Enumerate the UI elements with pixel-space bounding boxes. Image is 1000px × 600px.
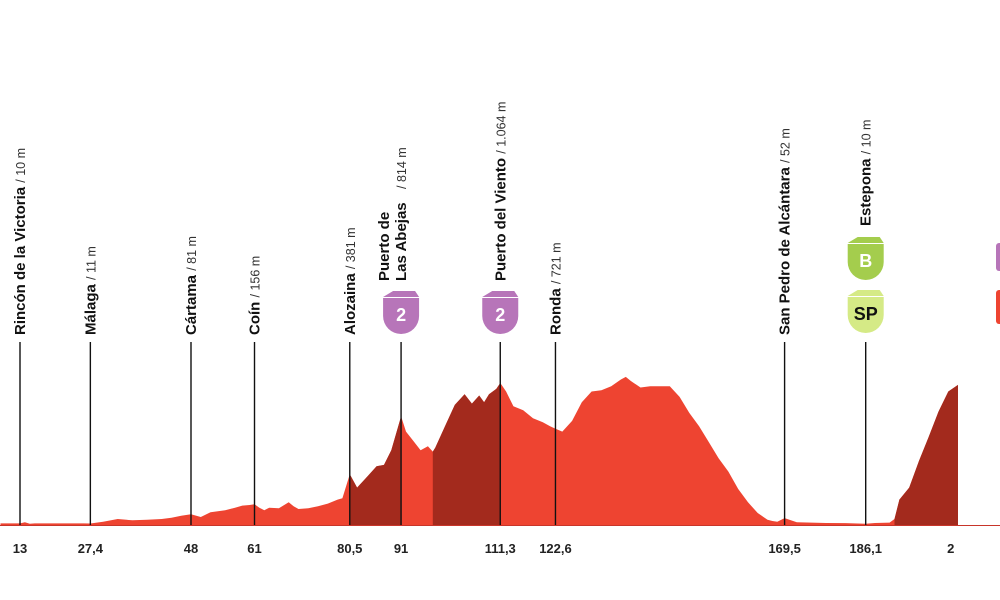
climb-segment-3 <box>894 384 958 525</box>
location-label-8: Ronda / 721 m <box>547 242 564 335</box>
location-altitude: / 814 m <box>395 147 409 189</box>
badge-7-tab <box>482 291 519 297</box>
location-altitude: / 10 m <box>14 148 28 183</box>
km-label-4: 61 <box>247 541 261 556</box>
location-label-10: Estepona / 10 m <box>858 120 875 226</box>
location-altitude: / 381 m <box>344 227 358 269</box>
location-name: Málaga <box>82 280 99 335</box>
location-name: Rincón de la Victoria <box>12 183 29 335</box>
km-label-1: 13 <box>13 541 27 556</box>
badge-bonus-10-tab <box>847 237 884 243</box>
profile-layer <box>0 376 1000 526</box>
location-text: Rincón de la Victoria / 10 m <box>12 148 29 335</box>
km-label-3: 48 <box>184 541 198 556</box>
km-label-11: 2 <box>947 541 954 556</box>
markers-layer <box>19 342 867 525</box>
location-altitude: / 721 m <box>549 242 563 284</box>
km-label-10: 186,1 <box>849 541 882 556</box>
badge-6-tab <box>383 291 420 297</box>
km-labels-layer: 13 27,4 48 61 80,5 91 111,3 122,6 169,5 186,1 2 <box>13 541 955 556</box>
location-name: Alozaina <box>342 269 359 335</box>
location-name: Coín <box>247 298 264 336</box>
climb-segment-2 <box>432 383 501 525</box>
location-label-5: Alozaina / 381 m <box>342 227 359 335</box>
badge-7-text: 2 <box>495 305 505 325</box>
location-label-6: Puerto de Las Abejas / 814 m <box>376 147 410 281</box>
badge-sprint-10: SP <box>847 290 884 333</box>
badge-7-shield <box>482 298 519 334</box>
location-text: Málaga / 11 m <box>82 246 99 335</box>
location-name: San Pedro de Alcántara <box>777 163 794 335</box>
location-altitude: / 1.064 m <box>494 102 508 154</box>
badge-6-text: 2 <box>396 305 406 325</box>
badges-layer: 2 2 B SP <box>383 237 1000 334</box>
location-label-4: Coín / 156 m <box>247 256 264 335</box>
location-text: Estepona / 10 m <box>858 120 875 226</box>
location-altitude: / 11 m <box>84 246 98 280</box>
km-label-9: 169,5 <box>768 541 801 556</box>
location-label-7: Puerto del Viento / 1.064 m <box>492 102 509 281</box>
location-altitude: / 52 m <box>779 128 793 163</box>
location-name-line-1: Puerto de <box>376 212 393 281</box>
badge-sprint-10-text: SP <box>854 304 878 324</box>
location-altitude: / 156 m <box>249 256 263 298</box>
badge-bonus-10-text: B <box>859 251 872 271</box>
badge-bonus-10: B <box>847 237 884 280</box>
edge-badge-top <box>996 243 1000 271</box>
badge-6: 2 <box>383 291 420 334</box>
location-label-9: San Pedro de Alcántara / 52 m <box>777 128 794 335</box>
km-label-7: 111,3 <box>485 541 516 556</box>
location-name: Cártama <box>183 271 200 335</box>
labels-layer: Rincón de la Victoria / 10 m Málaga / 11 … <box>12 102 875 335</box>
badge-7: 2 <box>482 291 519 334</box>
location-altitude: / 81 m <box>185 236 199 271</box>
badge-sprint-10-shield <box>847 297 884 333</box>
location-name: Ronda <box>547 284 564 335</box>
location-name-line-2: Las Abejas <box>393 202 410 281</box>
badge-6-shield <box>383 298 420 334</box>
location-label-1: Rincón de la Victoria / 10 m <box>12 148 29 335</box>
location-text: Puerto del Viento / 1.064 m <box>492 102 509 281</box>
location-label-2: Málaga / 11 m <box>82 246 99 335</box>
location-name: Puerto del Viento <box>492 154 509 281</box>
location-name: Estepona <box>858 154 875 226</box>
km-label-6: 91 <box>394 541 408 556</box>
badge-sprint-10-tab <box>847 290 884 296</box>
edge-badge-bottom <box>996 290 1000 324</box>
location-text: Ronda / 721 m <box>547 242 564 335</box>
location-text: San Pedro de Alcántara / 52 m <box>777 128 794 335</box>
location-text: Coín / 156 m <box>247 256 264 335</box>
km-label-2: 27,4 <box>78 541 104 556</box>
location-label-3: Cártama / 81 m <box>183 236 200 335</box>
badge-bonus-10-shield <box>847 244 884 280</box>
location-altitude: / 10 m <box>860 120 874 155</box>
location-text: Cártama / 81 m <box>183 236 200 335</box>
location-text: Alozaina / 381 m <box>342 227 359 335</box>
km-label-8: 122,6 <box>539 541 572 556</box>
climb-segment-1 <box>349 416 402 525</box>
km-label-5: 80,5 <box>337 541 362 556</box>
